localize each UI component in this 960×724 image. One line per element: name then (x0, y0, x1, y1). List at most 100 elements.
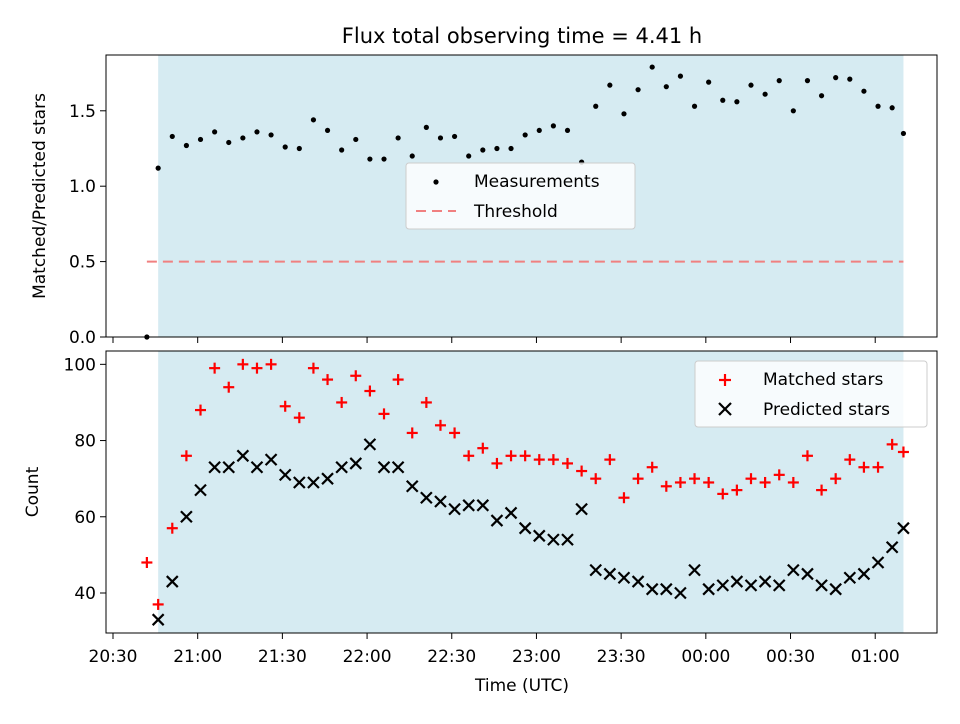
measurement-point (367, 156, 373, 162)
top-plot-frame (105, 54, 938, 338)
predicted-star-point (688, 563, 701, 577)
measurement-points (144, 64, 907, 340)
predicted-star-point (462, 499, 475, 512)
matched-star-point (434, 419, 446, 431)
matched-star-point (322, 374, 334, 386)
matched-star-point (350, 370, 362, 382)
measurement-point (677, 73, 684, 79)
legend-predicted-marker (718, 402, 732, 416)
matched-star-point (237, 358, 249, 370)
top-panel: 0.0 0.5 1.0 1.5 Matched/Predicted stars Mea… (30, 54, 938, 348)
legend-measurements-label: Measurements (474, 172, 600, 192)
predicted-star-point (730, 575, 744, 588)
predicted-star-point (420, 491, 433, 504)
matched-star-point (195, 404, 207, 416)
predicted-star-point (166, 575, 179, 588)
predicted-star-point (321, 472, 334, 485)
measurement-point (875, 103, 881, 109)
predicted-star-point (645, 582, 659, 596)
matched-star-point (223, 381, 235, 393)
predicted-star-point (180, 510, 193, 524)
measurement-point (310, 117, 317, 123)
matched-star-point (773, 469, 785, 481)
matched-star-point (392, 374, 404, 386)
bottom-legend-box (694, 360, 928, 428)
predicted-star-point (758, 575, 772, 588)
predicted-star-point (660, 582, 673, 596)
measurement-point (240, 135, 246, 141)
matched-star-point (293, 412, 305, 424)
matched-star-point (703, 476, 715, 488)
top-y-ticks: 0.0 0.5 1.0 1.5 (69, 102, 106, 348)
matched-star-point (209, 362, 221, 374)
chart-title: Flux total observing time = 4.41 h (342, 24, 702, 48)
predicted-star-point (222, 460, 236, 474)
measurement-point (635, 87, 641, 93)
measurement-point (607, 82, 613, 88)
measurement-point (409, 153, 415, 159)
measurement-point (621, 111, 627, 117)
matched-star-point (562, 457, 574, 469)
y-tick-label: 1.5 (69, 102, 96, 122)
predicted-star-point (490, 514, 504, 527)
measurement-point (282, 144, 288, 150)
matched-star-point (801, 450, 813, 462)
measurement-point (734, 99, 740, 105)
measurement-point (226, 139, 232, 146)
predicted-star-point (801, 567, 814, 581)
measurement-point (790, 108, 796, 114)
predicted-star-point (504, 506, 518, 520)
y-tick-label: 0.0 (69, 328, 96, 348)
predicted-star-point (885, 540, 899, 554)
predicted-star-point (278, 468, 292, 482)
measurement-point (776, 78, 782, 84)
x-tick-label: 21:00 (173, 647, 222, 667)
y-tick-label: 60 (74, 508, 96, 528)
measurement-point (494, 145, 500, 152)
measurement-point (691, 103, 698, 109)
predicted-star-point (335, 460, 348, 474)
predicted-star-point (377, 460, 391, 474)
matched-star-point (152, 598, 164, 610)
matched-star-point (265, 358, 277, 370)
matched-star-point (759, 476, 771, 488)
measurement-point (437, 135, 444, 141)
measurement-point (381, 156, 387, 162)
legend-matched-label: Matched stars (763, 370, 883, 390)
matched-star-point (689, 473, 701, 485)
predicted-star-point (589, 563, 603, 577)
matched-star-point (449, 427, 461, 439)
measurement-point (508, 145, 514, 152)
measurement-point (847, 76, 853, 82)
matched-star-point (787, 476, 799, 488)
predicted-star-point (547, 533, 560, 546)
measurement-point (536, 127, 542, 134)
predicted-star-point (815, 579, 828, 592)
x-tick-label: 23:00 (512, 647, 561, 667)
matched-star-point (660, 480, 672, 492)
measurement-point (169, 133, 175, 140)
predicted-star-point (151, 613, 165, 626)
legend-predicted-label: Predicted stars (763, 400, 890, 420)
predicted-star-point (857, 567, 871, 581)
measurement-point (197, 136, 204, 143)
measurement-point (522, 132, 528, 138)
x-tick-label: 01:00 (851, 647, 900, 667)
measurement-point (663, 84, 669, 90)
x-tick-label: 00:00 (681, 647, 730, 667)
predicted-star-point (631, 575, 645, 588)
measurement-point (395, 135, 401, 141)
predicted-star-point (617, 571, 631, 585)
predicted-star-point (293, 476, 306, 489)
x-tick-label: 22:30 (427, 647, 476, 667)
measurement-point (451, 133, 458, 140)
star-count-points (141, 358, 910, 626)
measurement-point (550, 123, 556, 129)
bottom-y-axis-label: Count (23, 466, 43, 517)
matched-star-point (533, 454, 545, 466)
measurement-point (353, 136, 359, 143)
matched-star-point (745, 473, 757, 485)
legend-measurements-marker (433, 179, 439, 185)
x-tick-label: 21:30 (258, 647, 307, 667)
